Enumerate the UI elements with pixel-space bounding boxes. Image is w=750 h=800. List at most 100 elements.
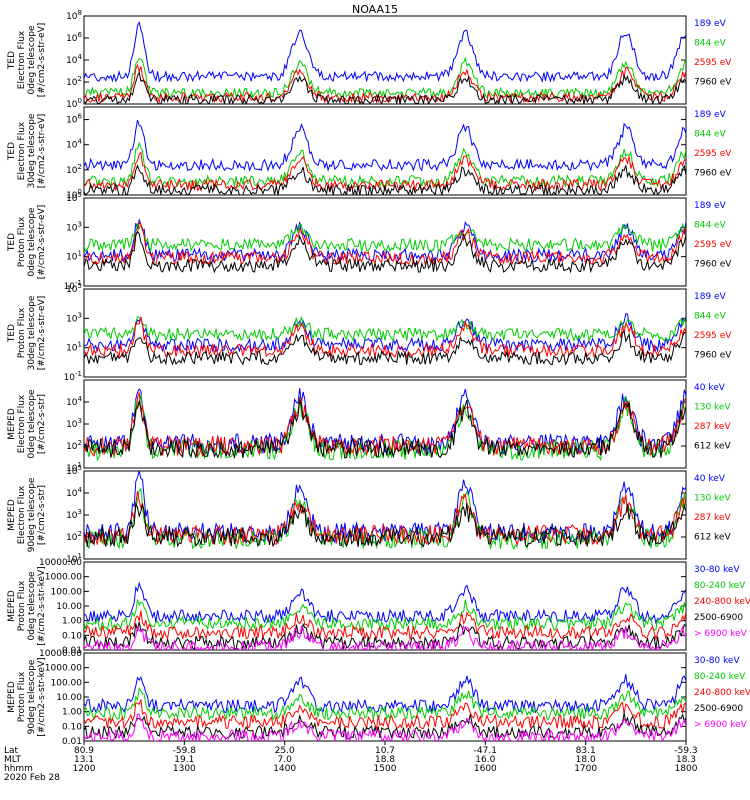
x-tick-label-mlt: 18.3 xyxy=(676,755,696,765)
series-line-2595-ev xyxy=(84,151,686,192)
legend: 189 eV 844 eV 2595 eV 7960 eV xyxy=(694,292,732,361)
y-axis-label: [#/cm2-s-str] xyxy=(37,394,47,454)
y-axis-label: TED xyxy=(7,233,17,252)
y-tick-label: 0.10 xyxy=(62,631,82,641)
legend-entry: > 6900 keV xyxy=(694,720,748,730)
legend-entry: 2595 eV xyxy=(694,58,732,68)
legend-entry: 2595 eV xyxy=(694,240,732,250)
x-tick-label-hhmm: 1200 xyxy=(73,764,96,774)
y-tick-label: 104 xyxy=(66,53,82,66)
legend: 30-80 keV 80-240 keV 240-800 keV 2500-6900 >… xyxy=(694,565,750,639)
y-axis-label: Electron Flux xyxy=(17,485,27,544)
y-tick-label: 1000.00 xyxy=(45,664,82,674)
legend-entry: 189 eV xyxy=(694,19,727,29)
y-axis-label: TED xyxy=(7,51,17,70)
y-axis-label: 0deg telescope xyxy=(27,389,37,459)
panel-meped-p-0: 0.01 0.10 1.00 10.00 100.00 1000.00 10000.00 ME… xyxy=(7,558,750,656)
y-tick-label: 0.10 xyxy=(62,722,82,732)
series-line-2500-6900 xyxy=(84,712,686,741)
series-group xyxy=(84,119,686,195)
y-axis-label: Proton Flux xyxy=(17,671,27,722)
series-line-2595-ev xyxy=(84,63,686,104)
x-tick-label-mlt: 18.0 xyxy=(576,755,596,765)
series-line-844-ev xyxy=(84,222,686,253)
y-axis-label: Proton Flux xyxy=(17,580,27,631)
x-tick-label-hhmm: 1800 xyxy=(675,764,698,774)
series-line-2500-6900 xyxy=(84,621,686,650)
x-tick-label-mlt: 7.0 xyxy=(278,755,293,765)
y-tick-label: 103 xyxy=(66,508,82,521)
y-axis-label: [#/cm2-s-str-eV] xyxy=(37,296,47,371)
legend-entry: 2500-6900 xyxy=(694,613,743,623)
series-group xyxy=(84,388,686,462)
x-tick-label-lat: 83.1 xyxy=(576,746,596,756)
chart-title: NOAA15 xyxy=(352,3,398,16)
legend-entry: 287 keV xyxy=(694,513,731,523)
series-group xyxy=(84,581,686,650)
series-line-80-240-kev xyxy=(84,599,686,633)
legend-entry: 612 keV xyxy=(694,442,731,452)
panel-frame xyxy=(83,652,687,742)
y-tick-label: 106 xyxy=(66,113,82,126)
series-line-7960-ev xyxy=(84,70,686,104)
x-tick-label-hhmm: 1500 xyxy=(374,764,397,774)
y-axis-label: MEPED xyxy=(7,681,17,713)
panel-frame xyxy=(83,288,687,378)
series-line-30-80-kev xyxy=(84,581,686,625)
x-tick-label-lat: 25.0 xyxy=(275,746,295,756)
y-tick-label: 1.00 xyxy=(62,708,82,718)
series-line-7960-ev xyxy=(84,330,686,366)
series-group xyxy=(84,20,686,104)
legend-entry: 2595 eV xyxy=(694,149,732,159)
legend-entry: 30-80 keV xyxy=(694,656,740,666)
y-tick-label: 103 xyxy=(66,417,82,430)
y-tick-label: 101 xyxy=(66,250,82,263)
y-tick-label: 103 xyxy=(66,311,82,324)
x-axis-label: Lat xyxy=(4,746,19,756)
legend-entry: 80-240 keV xyxy=(694,672,746,682)
y-tick-label: 10.00 xyxy=(56,602,82,612)
series-line-2595-ev xyxy=(84,316,686,359)
y-axis-label: MEPED xyxy=(7,408,17,440)
y-tick-label: 104 xyxy=(66,395,82,408)
y-tick-label: 1000.00 xyxy=(45,573,82,583)
legend-entry: 7960 eV xyxy=(694,260,732,270)
legend: 40 keV 130 keV 287 keV 612 keV xyxy=(694,383,731,452)
panel-meped-p-90: 0.01 0.10 1.00 10.00 100.00 1000.00 10000.00 ME… xyxy=(7,649,750,747)
y-tick-label: 102 xyxy=(66,530,82,543)
y-axis-label: [#/cm2-s-str-eV] xyxy=(37,23,47,98)
legend-entry: 612 keV xyxy=(694,533,731,543)
series-line-7960-ev xyxy=(84,164,686,195)
x-tick-label-hhmm: 1400 xyxy=(273,764,296,774)
y-axis-label: 0deg telescope xyxy=(27,207,37,277)
legend: 189 eV 844 eV 2595 eV 7960 eV xyxy=(694,19,732,88)
series-line-287-kev xyxy=(84,491,686,547)
series-line-7960-ev xyxy=(84,230,686,274)
legend-entry: 7960 eV xyxy=(694,78,732,88)
y-tick-label: 104 xyxy=(66,486,82,499)
series-line--6900-kev xyxy=(84,713,686,741)
series-line-240-800-kev xyxy=(84,699,686,731)
y-tick-label: 102 xyxy=(66,439,82,452)
x-axis-label: hhmm xyxy=(4,764,33,774)
legend: 189 eV 844 eV 2595 eV 7960 eV xyxy=(694,201,732,270)
y-tick-label: 10000.00 xyxy=(39,558,82,568)
legend-entry: 844 eV xyxy=(694,221,727,231)
y-axis-label: Proton Flux xyxy=(17,216,27,267)
series-line-844-ev xyxy=(84,141,686,189)
y-axis-label: 0deg telescope xyxy=(27,25,37,95)
y-tick-label: 100.00 xyxy=(51,678,83,688)
legend-entry: 40 keV xyxy=(694,474,726,484)
y-tick-label: 108 xyxy=(66,9,82,22)
y-axis-label: [#/cm2-s-str-eV] xyxy=(37,205,47,280)
legend-entry: 189 eV xyxy=(694,110,727,120)
y-axis-label: [#/cm2-s-str-eV] xyxy=(37,114,47,189)
y-axis-label: 90deg telescope xyxy=(27,659,37,734)
x-tick-label-mlt: 13.1 xyxy=(74,755,94,765)
